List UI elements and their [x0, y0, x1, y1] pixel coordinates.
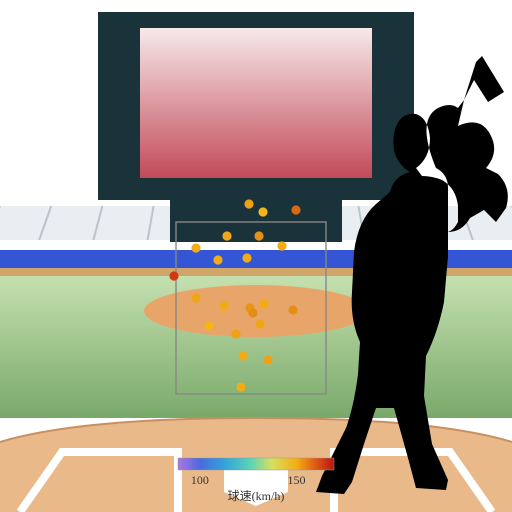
- pitch-marker: [236, 382, 245, 391]
- pitch-marker: [263, 355, 272, 364]
- pitch-marker: [248, 308, 257, 317]
- pitch-marker: [242, 253, 251, 262]
- pitch-marker: [288, 305, 297, 314]
- pitch-marker: [222, 231, 231, 240]
- pitch-marker: [213, 255, 222, 264]
- legend-tick: 100: [191, 473, 209, 487]
- pitch-marker: [204, 321, 213, 330]
- pitch-marker: [291, 205, 300, 214]
- legend-colorbar: [178, 458, 334, 470]
- legend-tick: 150: [288, 473, 306, 487]
- pitch-marker: [191, 293, 200, 302]
- pitch-location-chart: 100 150球速(km/h): [0, 0, 512, 512]
- pitch-marker: [219, 301, 228, 310]
- pitch-marker: [191, 243, 200, 252]
- pitch-marker: [238, 351, 247, 360]
- pitch-marker: [258, 207, 267, 216]
- pitch-marker: [244, 199, 253, 208]
- pitch-marker: [277, 241, 286, 250]
- legend-label: 球速(km/h): [228, 489, 285, 503]
- pitch-marker: [254, 231, 263, 240]
- pitch-marker: [231, 329, 240, 338]
- pitch-marker: [259, 299, 268, 308]
- pitch-marker: [169, 271, 178, 280]
- pitch-marker: [255, 319, 264, 328]
